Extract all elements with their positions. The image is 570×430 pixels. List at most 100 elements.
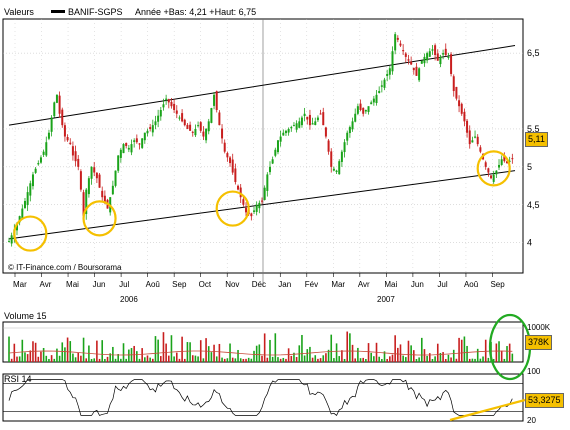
volume-bar xyxy=(149,357,151,362)
month-label: Avr xyxy=(358,280,370,289)
volume-bar xyxy=(239,358,242,362)
header-left-label: Valeurs xyxy=(4,7,34,17)
candle-body xyxy=(466,120,469,133)
volume-bar xyxy=(202,358,205,362)
candle-body xyxy=(69,142,72,145)
header-stats: Année +Bas: 4,21 +Haut: 6,75 xyxy=(135,7,256,17)
candle-body xyxy=(146,130,149,134)
candle-body xyxy=(268,166,271,173)
volume-bar xyxy=(117,354,119,362)
volume-bar xyxy=(420,337,423,362)
volume-bar xyxy=(106,356,109,362)
price-panel xyxy=(8,32,516,247)
candle-body xyxy=(479,147,482,152)
month-label: Sep xyxy=(490,280,505,289)
candle-body xyxy=(314,121,317,125)
volume-bar xyxy=(90,358,93,362)
candle-body xyxy=(274,149,277,156)
candle-body xyxy=(218,112,221,126)
candle-body xyxy=(378,91,381,93)
volume-bar xyxy=(285,358,287,362)
candle-body xyxy=(167,99,170,103)
volume-bar xyxy=(402,355,404,362)
candle-body xyxy=(498,164,501,168)
candle-body xyxy=(322,112,325,126)
candle-body xyxy=(311,123,314,125)
volume-bar xyxy=(93,358,96,362)
candle-body xyxy=(415,66,418,76)
candle-body xyxy=(346,132,349,141)
candle-body xyxy=(133,140,136,142)
candle-body xyxy=(197,125,200,127)
candle-body xyxy=(122,144,125,154)
candle-body xyxy=(213,94,216,106)
candle-body xyxy=(39,157,42,163)
candle-body xyxy=(463,111,466,122)
candle-body xyxy=(474,136,477,138)
volume-bar xyxy=(511,353,514,362)
volume-bar xyxy=(444,358,447,362)
volume-bar xyxy=(64,347,66,362)
candle-body xyxy=(103,195,106,203)
candle-body xyxy=(130,144,133,153)
volume-bar xyxy=(277,357,279,362)
volume-bar xyxy=(463,336,466,362)
candle-body xyxy=(471,140,474,143)
volume-bar xyxy=(306,349,309,362)
volume-bar xyxy=(274,333,277,362)
candle-body xyxy=(181,113,184,122)
volume-panel xyxy=(8,331,514,362)
volume-bar xyxy=(287,348,290,362)
month-label: Jun xyxy=(411,280,424,289)
volume-bar xyxy=(309,346,311,362)
volume-bar xyxy=(82,337,85,362)
trend-channel-line xyxy=(8,45,516,126)
candle-body xyxy=(383,79,386,88)
candle-body xyxy=(210,108,213,123)
highlight-circle xyxy=(476,150,511,187)
price-tick-label: 5 xyxy=(527,162,532,172)
volume-bar xyxy=(16,356,18,362)
candle-body xyxy=(450,54,453,74)
volume-bar xyxy=(125,358,127,362)
volume-bar xyxy=(218,343,221,362)
grid-lines xyxy=(3,19,523,412)
month-label: Fév xyxy=(305,280,318,289)
candle-body xyxy=(340,151,343,162)
volume-bar xyxy=(359,358,362,362)
price-tick-label: 4 xyxy=(527,238,532,248)
volume-bar xyxy=(295,357,298,362)
volume-bar xyxy=(325,353,327,362)
volume-bar xyxy=(500,350,503,362)
candle-body xyxy=(191,131,194,133)
volume-bar xyxy=(66,337,69,362)
volume-bar xyxy=(183,358,186,362)
volume-bar xyxy=(144,357,146,362)
candle-body xyxy=(234,168,237,183)
candle-body xyxy=(21,208,24,219)
candle-body xyxy=(10,235,13,244)
candle-body xyxy=(370,102,373,105)
candle-body xyxy=(279,136,282,142)
volume-bar xyxy=(56,348,58,362)
volume-bar xyxy=(160,356,162,362)
candle-body xyxy=(420,60,423,64)
volume-bar xyxy=(426,355,428,362)
candle-body xyxy=(386,73,389,76)
candle-body xyxy=(300,117,303,126)
volume-bar xyxy=(484,339,487,362)
volume-bar xyxy=(341,350,343,362)
volume-bar xyxy=(231,357,234,362)
candle-body xyxy=(410,61,413,65)
volume-bar xyxy=(237,349,239,362)
candle-body xyxy=(202,131,205,137)
candle-body xyxy=(434,45,437,56)
rsi-line xyxy=(8,379,513,416)
candle-body xyxy=(306,116,309,120)
volume-bar xyxy=(455,358,458,362)
candle-body xyxy=(29,183,32,196)
candle-body xyxy=(178,117,181,119)
volume-bar xyxy=(221,357,223,362)
candle-body xyxy=(484,162,487,167)
candle-body xyxy=(111,185,114,195)
